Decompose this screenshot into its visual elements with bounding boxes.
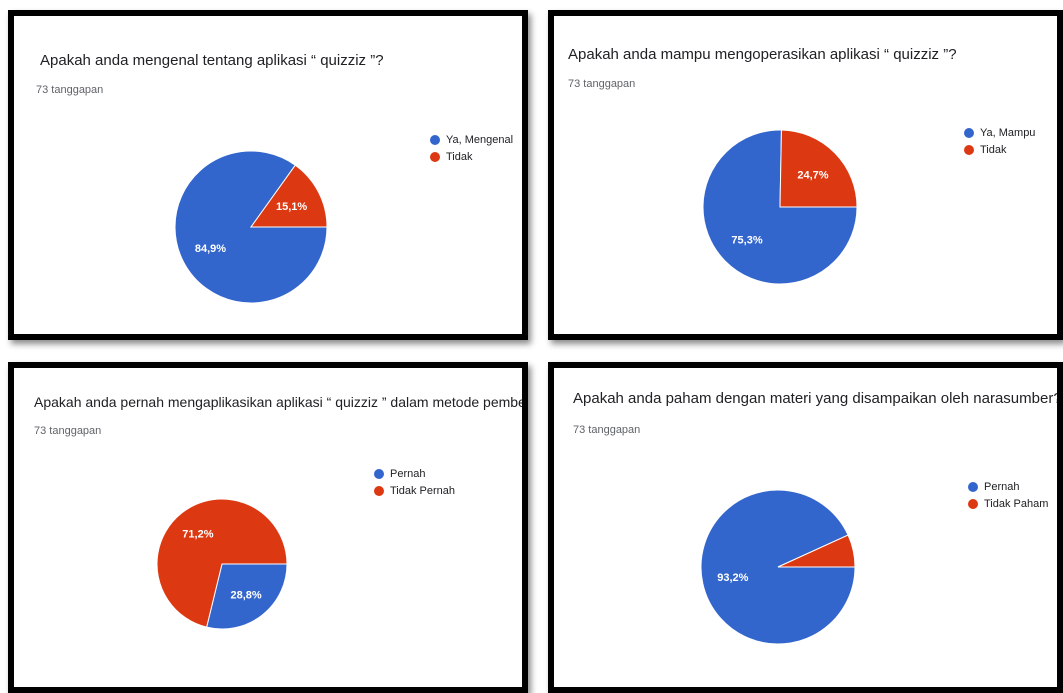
response-count: 73 tanggapan [568,78,636,90]
legend-label: Tidak Paham [984,497,1049,510]
slice-data-label: 15,1% [276,201,307,213]
slice-data-label: 75,3% [731,234,762,246]
slice-data-label: 93,2% [717,572,748,584]
pie-slice-tidak [250,164,328,228]
legend-label: Pernah [984,480,1020,493]
pie-slice-pernah [206,563,288,630]
legend-item: Pernah [968,478,1048,495]
legend-item: Tidak [964,141,1035,158]
pie-slice-tidak-pernah [156,498,288,628]
slice-data-label: 71,2% [182,528,213,540]
legend-swatch [374,468,384,479]
chart-legend: Ya, Mampu Tidak [964,124,1035,158]
chart-panel-3: Apakah anda pernah mengaplikasikan aplik… [8,362,528,693]
slice-data-label: 28,8% [230,590,261,602]
pie-slice-tidak-paham [777,534,856,568]
pie-chart: 84,9% 15,1% [174,150,328,304]
chart-panel-4: Apakah anda paham dengan materi yang dis… [548,362,1063,693]
pie-slice-tidak [779,129,858,208]
legend-label: Ya, Mampu [980,126,1036,139]
legend-swatch [430,151,440,162]
legend-item: Pernah [374,465,455,482]
legend-item: Ya, Mampu [964,124,1035,141]
legend-item: Tidak Paham [968,495,1048,512]
response-count: 73 tanggapan [34,425,102,437]
legend-label: Tidak Pernah [390,484,456,497]
pie-slice-ya-mampu [702,129,858,285]
pie-chart: 75,3% 24,7% [702,129,858,285]
chart-title: Apakah anda mampu mengoperasikan aplikas… [568,46,957,63]
slice-data-label: 24,7% [797,170,828,182]
response-count: 73 tanggapan [573,424,641,436]
legend-swatch [964,127,974,138]
legend-label: Tidak [446,150,473,163]
slice-data-label: 84,9% [195,243,226,255]
response-count: 73 tanggapan [36,84,104,96]
legend-label: Tidak [980,143,1007,156]
chart-title: Apakah anda pernah mengaplikasikan aplik… [34,394,528,410]
pie-chart: 93,2% [700,489,856,645]
chart-title: Apakah anda mengenal tentang aplikasi “ … [40,52,384,69]
chart-panel-1: Apakah anda mengenal tentang aplikasi “ … [8,10,528,340]
legend-label: Ya, Mengenal [446,133,514,146]
chart-legend: Pernah Tidak Paham [968,478,1048,512]
chart-legend: Pernah Tidak Pernah [374,465,455,499]
legend-label: Pernah [390,467,426,480]
pie-chart: 28,8% 71,2% [156,498,288,630]
legend-item: Ya, Mengenal [430,131,513,148]
legend-swatch [964,144,974,155]
chart-title: Apakah anda paham dengan materi yang dis… [573,390,1062,407]
legend-swatch [968,481,978,492]
legend-swatch [968,498,978,509]
legend-item: Tidak Pernah [374,482,455,499]
chart-legend: Ya, Mengenal Tidak [430,131,513,165]
legend-swatch [430,134,440,145]
legend-item: Tidak [430,148,513,165]
chart-panel-2: Apakah anda mampu mengoperasikan aplikas… [548,10,1063,340]
legend-swatch [374,485,384,496]
